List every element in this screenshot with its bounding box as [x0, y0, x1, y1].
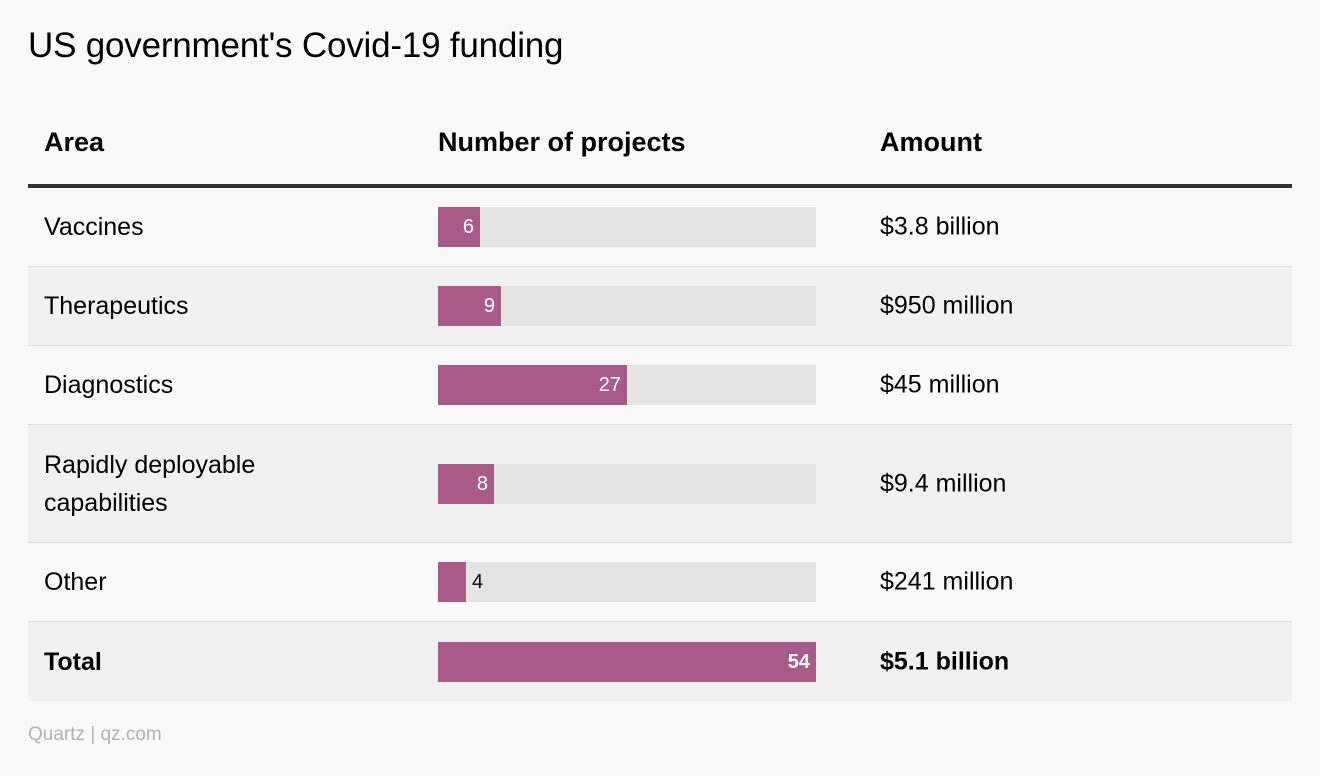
row-area: Rapidly deployable capabilities	[44, 450, 256, 517]
row-area: Vaccines	[44, 213, 144, 241]
row-amount: $5.1 billion	[880, 647, 1010, 675]
bar-track: 4	[438, 562, 816, 602]
row-area: Diagnostics	[44, 371, 174, 399]
row-area: Total	[44, 647, 102, 676]
bar-track: 9	[438, 286, 816, 326]
table-row: Diagnostics 27 $45 million	[28, 346, 1292, 425]
bar-track: 27	[438, 365, 816, 405]
bar	[438, 641, 816, 682]
bar-track: 8	[438, 463, 816, 504]
row-amount: $241 million	[880, 567, 1014, 596]
row-amount: $950 million	[880, 291, 1014, 320]
bar-track: 54	[438, 641, 816, 682]
table-row-total: Total 54 $5.1 billion	[28, 622, 1292, 701]
row-amount: $3.8 billion	[880, 212, 1000, 241]
table-row: Vaccines 6 $3.8 billion	[28, 188, 1292, 267]
table-row: Therapeutics 9 $950 million	[28, 267, 1292, 346]
bar-value-label: 6	[462, 216, 474, 238]
bar-value-label: 8	[476, 472, 488, 495]
bar	[438, 286, 501, 326]
row-amount: $45 million	[880, 370, 1000, 399]
funding-table: Area Number of projects Amount Vaccines …	[28, 110, 1292, 701]
table-row: Other 4 $241 million	[28, 543, 1292, 622]
bar	[438, 562, 466, 602]
bar-value-label: 9	[483, 295, 495, 317]
bar-value-label: 27	[598, 374, 621, 396]
table-header: Area Number of projects Amount	[28, 110, 1292, 188]
row-area: Other	[44, 568, 107, 596]
bar	[438, 365, 627, 405]
bar	[438, 207, 480, 247]
bar	[438, 463, 494, 504]
row-area: Therapeutics	[44, 292, 189, 320]
row-amount: $9.4 million	[880, 469, 1007, 497]
header-number-of-projects: Number of projects	[438, 127, 686, 157]
chart-title: US government's Covid-19 funding	[28, 26, 564, 65]
bar-track: 6	[438, 207, 816, 247]
bar-value-label: 4	[472, 571, 484, 593]
header-area: Area	[44, 127, 105, 157]
header-amount: Amount	[880, 127, 982, 157]
source-credit: Quartz | qz.com	[28, 724, 162, 745]
bar-value-label: 54	[787, 650, 810, 673]
table-row: Rapidly deployable capabilities 8 $9.4 m…	[28, 425, 1292, 543]
